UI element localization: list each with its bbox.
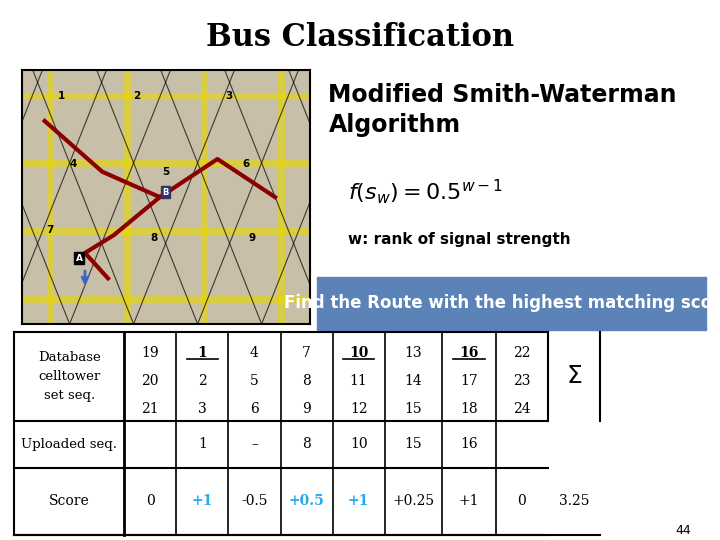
Text: 13: 13 xyxy=(405,346,422,360)
Text: 14: 14 xyxy=(405,374,422,388)
Text: 21: 21 xyxy=(141,402,159,416)
Text: A: A xyxy=(76,253,83,262)
Text: 15: 15 xyxy=(405,437,422,451)
Text: 9: 9 xyxy=(302,402,311,416)
Text: 5: 5 xyxy=(162,167,169,177)
Text: 8: 8 xyxy=(150,233,158,242)
Text: 24: 24 xyxy=(513,402,531,416)
Text: 2: 2 xyxy=(198,374,207,388)
Text: Modified Smith-Waterman
Algorithm: Modified Smith-Waterman Algorithm xyxy=(328,83,677,137)
Text: 10: 10 xyxy=(350,437,367,451)
Text: 3: 3 xyxy=(198,402,207,416)
Text: 3: 3 xyxy=(225,91,233,100)
Text: 4: 4 xyxy=(70,159,77,169)
Text: 1: 1 xyxy=(198,437,207,451)
Text: 17: 17 xyxy=(460,374,477,388)
Text: Database
celltower
set seq.: Database celltower set seq. xyxy=(38,351,101,402)
Text: 4: 4 xyxy=(250,346,259,360)
Text: 0: 0 xyxy=(518,494,526,508)
Text: 2: 2 xyxy=(133,91,140,100)
Text: 7: 7 xyxy=(302,346,311,360)
Text: 5: 5 xyxy=(250,374,258,388)
Text: 3.25: 3.25 xyxy=(559,494,589,508)
Text: +1: +1 xyxy=(192,494,213,508)
Text: 6: 6 xyxy=(250,402,258,416)
Text: B: B xyxy=(163,187,168,197)
Text: +0.25: +0.25 xyxy=(392,494,434,508)
Text: Score: Score xyxy=(49,494,90,508)
Text: 1: 1 xyxy=(197,346,207,360)
Text: 19: 19 xyxy=(141,346,159,360)
Text: 22: 22 xyxy=(513,346,531,360)
Text: 23: 23 xyxy=(513,374,531,388)
Text: Bus Classification: Bus Classification xyxy=(206,22,514,53)
Text: 44: 44 xyxy=(675,524,691,537)
Text: Uploaded seq.: Uploaded seq. xyxy=(22,438,117,451)
Text: 18: 18 xyxy=(460,402,477,416)
Text: +1: +1 xyxy=(348,494,369,508)
Text: 1: 1 xyxy=(58,91,66,100)
FancyBboxPatch shape xyxy=(317,276,706,329)
Text: 12: 12 xyxy=(350,402,367,416)
Text: 15: 15 xyxy=(405,402,422,416)
Text: 16: 16 xyxy=(459,346,479,360)
Text: 8: 8 xyxy=(302,374,311,388)
Text: 16: 16 xyxy=(460,437,477,451)
Text: 6: 6 xyxy=(243,159,250,169)
Text: w: rank of signal strength: w: rank of signal strength xyxy=(348,232,570,247)
Text: Find the Route with the highest matching score!: Find the Route with the highest matching… xyxy=(284,294,720,312)
Text: $f(s_w) = 0.5^{w-1}$: $f(s_w) = 0.5^{w-1}$ xyxy=(348,178,503,206)
Text: +1: +1 xyxy=(459,494,479,508)
Text: 8: 8 xyxy=(302,437,311,451)
Text: 20: 20 xyxy=(142,374,159,388)
Text: 9: 9 xyxy=(248,233,256,242)
Text: –: – xyxy=(251,437,258,451)
Text: -0.5: -0.5 xyxy=(241,494,268,508)
Text: 10: 10 xyxy=(349,346,369,360)
Text: 0: 0 xyxy=(146,494,155,508)
Text: 11: 11 xyxy=(350,374,367,388)
Text: +0.5: +0.5 xyxy=(289,494,325,508)
Text: $\Sigma$: $\Sigma$ xyxy=(566,365,582,388)
Text: 7: 7 xyxy=(47,225,54,235)
